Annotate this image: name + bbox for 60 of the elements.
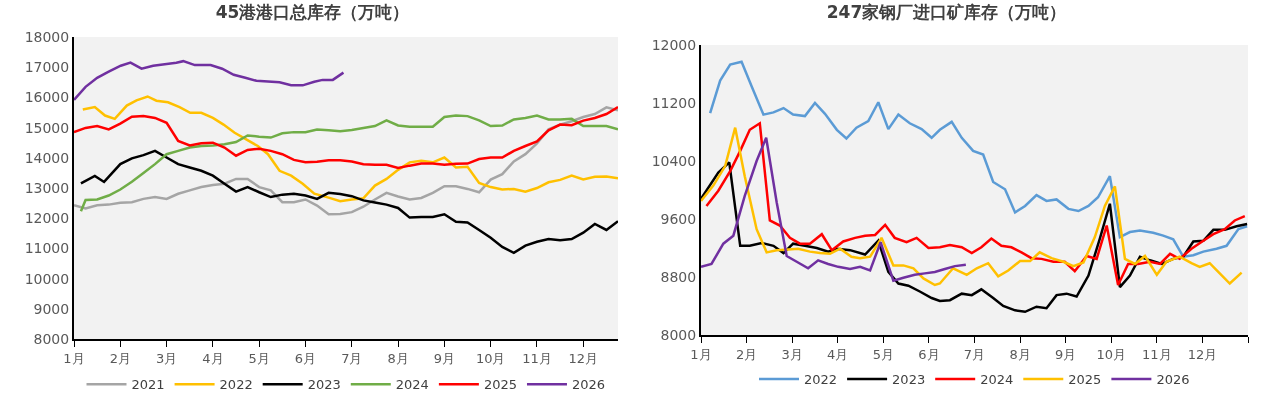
x-tick-label: 3月 [155,350,178,366]
y-tick-label: 10400 [651,152,697,169]
line-series [701,136,968,282]
y-tick-label: 15000 [24,119,70,136]
x-tick-label: 9月 [433,350,456,366]
legend-label: 2022 [219,377,253,393]
chart-title: 247家钢厂进口矿库存（万吨） [826,1,1067,22]
legend-label: 2023 [892,372,926,388]
x-tick-label: 5月 [248,350,270,366]
y-tick-label: 11000 [24,240,70,257]
y-tick-label: 18000 [24,28,70,45]
x-tick-label: 2月 [109,350,131,366]
y-tick-label: 8800 [660,268,697,285]
y-tick-label: 8000 [660,326,697,343]
x-tick-label: 4月 [827,346,849,362]
x-tick-label: 7月 [341,350,363,366]
x-tick-label: 9月 [1055,346,1077,362]
legend-label: 2023 [307,377,341,393]
y-tick-label: 16000 [24,89,70,106]
x-tick-label: 5月 [872,346,894,362]
x-tick-label: 6月 [294,350,317,366]
x-tick-label: 6月 [918,346,940,362]
legend-label: 2024 [980,372,1014,388]
y-tick-label: 9000 [33,300,70,317]
line-series [74,105,618,170]
x-tick-label: 10月 [475,350,506,366]
x-tick-label: 10月 [1096,346,1127,362]
x-tick-label: 12月 [1187,346,1218,362]
line-series [708,60,1248,258]
x-tick-label: 7月 [963,346,986,362]
legend-label: 2025 [1068,372,1102,388]
line-series [74,59,345,102]
y-tick-label: 13000 [24,179,70,196]
x-tick-label: 1月 [690,346,712,362]
y-tick-label: 17000 [24,59,70,76]
x-tick-label: 4月 [202,350,224,366]
y-tick-label: 9600 [660,210,697,227]
x-tick-label: 3月 [781,346,803,362]
legend-label: 2024 [395,377,429,393]
x-tick-label: 11月 [1142,346,1172,362]
y-tick-label: 12000 [24,210,70,227]
y-tick-label: 10000 [24,270,70,287]
y-tick-label: 12000 [651,36,697,53]
legend-label: 2026 [1156,372,1190,388]
legend-label: 2025 [483,377,517,393]
x-tick-label: 11月 [522,350,552,366]
legend-label: 2026 [571,377,606,393]
legend-label: 2021 [131,377,165,393]
x-tick-label: 1月 [63,350,85,366]
chart-title: 45港港口总库存（万吨） [215,1,410,22]
line-series [81,95,618,203]
x-tick-label: 12月 [568,350,599,366]
line-series [79,149,618,255]
y-tick-label: 11200 [651,94,697,111]
y-tick-label: 8000 [33,330,70,347]
x-tick-label: 8月 [1009,346,1031,362]
y-tick-label: 14000 [24,149,70,166]
legend-label: 2022 [804,372,838,388]
x-tick-label: 2月 [735,346,758,362]
x-tick-label: 8月 [387,350,409,366]
